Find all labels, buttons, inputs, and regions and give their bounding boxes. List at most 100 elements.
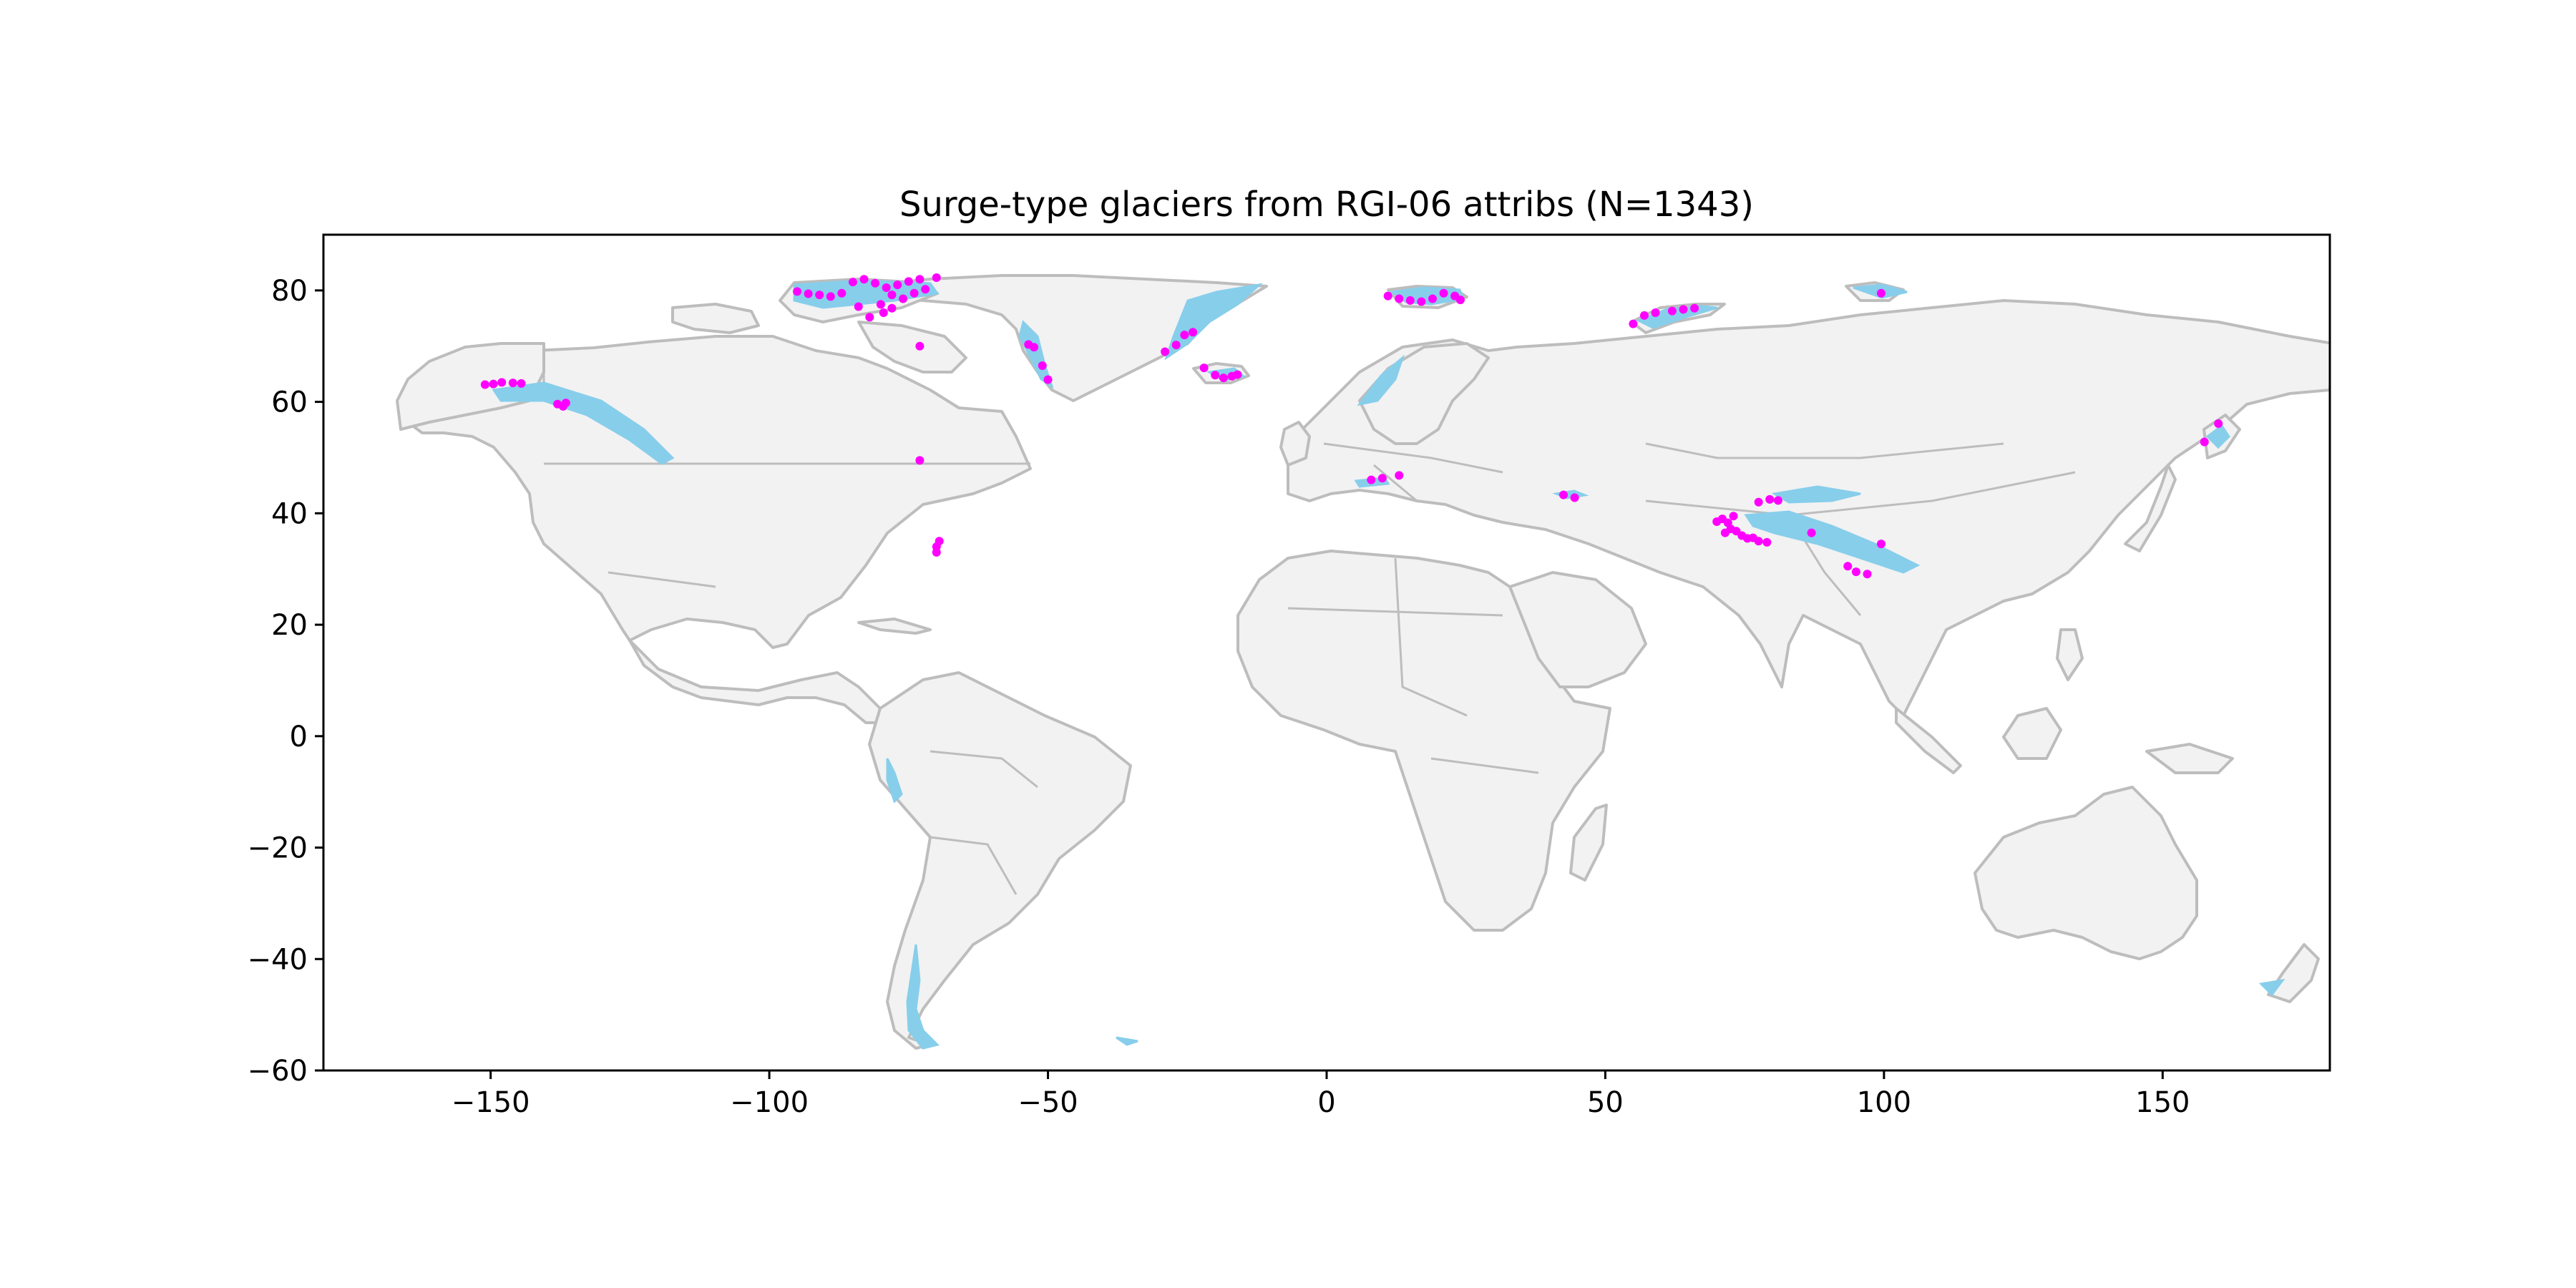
landmass-alaska [396, 342, 545, 431]
surge-glacier-point [887, 303, 897, 313]
landmass-great-britain [1279, 421, 1311, 467]
x-tick-label: 0 [1317, 1086, 1335, 1119]
surge-glacier-point [1570, 493, 1579, 502]
surge-glacier-point [1863, 570, 1872, 579]
y-tick-label: 40 [271, 497, 308, 530]
surge-glacier-point [915, 456, 924, 465]
x-tick-label: 50 [1587, 1086, 1624, 1119]
surge-glacier-point [1762, 537, 1772, 547]
surge-glacier-point [876, 300, 885, 309]
surge-glacier-points [480, 273, 2223, 579]
landmass-sumatra [1895, 707, 1962, 774]
surge-glacier-point [1754, 537, 1763, 546]
y-tick-label: 60 [271, 386, 308, 419]
surge-glacier-point [1233, 370, 1242, 379]
landmass-philippines [2056, 628, 2084, 681]
landmass-arabia [1508, 571, 1647, 688]
surge-glacier-point [1439, 288, 1448, 298]
surge-glacier-point [1851, 567, 1860, 577]
landmass-africa [1236, 550, 1611, 932]
surge-glacier-point [804, 289, 813, 298]
surge-glacier-point [1189, 328, 1198, 337]
surge-glacier-point [1161, 347, 1170, 356]
map-area [396, 273, 2330, 1050]
surge-glacier-point [1043, 375, 1053, 384]
surge-glacier-point [1383, 291, 1392, 301]
surge-glacier-point [1876, 540, 1885, 549]
surge-glacier-point [1455, 296, 1465, 305]
glacier-andes-south [906, 944, 940, 1050]
surge-glacier-point [1807, 528, 1816, 537]
landmass-greenland [857, 274, 1268, 402]
glacier-andes-north [886, 758, 903, 804]
border-europe-2 [1373, 464, 1418, 502]
surge-glacier-point [497, 378, 507, 387]
y-tick-label: 20 [271, 609, 308, 642]
y-axis: −60 −40 −20 0 20 40 60 80 [248, 275, 323, 1088]
border-sa-1 [930, 750, 1038, 789]
surge-glacier-point [1171, 341, 1181, 350]
surge-glacier-point [815, 291, 824, 300]
border-africa-3 [1430, 757, 1539, 774]
x-tick-label: −100 [730, 1086, 809, 1119]
surge-glacier-point [904, 277, 913, 286]
surge-glacier-point [1720, 528, 1729, 537]
glacier-outlines-layer [492, 279, 2285, 1050]
surge-glacier-point [1417, 297, 1426, 306]
surge-glacier-point [826, 292, 835, 301]
surge-glacier-point [1729, 512, 1738, 521]
surge-glacier-point [915, 275, 924, 284]
border-sa-2 [930, 836, 1018, 895]
glacier-canadian-arctic [793, 279, 940, 309]
surge-glacier-point [793, 287, 802, 296]
surge-glacier-point [921, 285, 930, 294]
landmass-victoria-island [671, 303, 760, 334]
glacier-novaya-zemlya [1636, 305, 1718, 329]
landmass-madagascar [1569, 804, 1608, 882]
surge-glacier-point [1651, 308, 1660, 318]
x-tick-label: −150 [452, 1086, 530, 1119]
glacier-high-mountain-asia [1744, 510, 1921, 574]
surge-glacier-point [1667, 306, 1677, 316]
landmass-borneo [2002, 707, 2062, 760]
landmass-north-america [406, 335, 1032, 649]
landmass-new-zealand [2267, 943, 2320, 1003]
country-borders [542, 349, 2076, 895]
border-africa-2 [1394, 557, 1468, 717]
landmass-baffin [857, 321, 967, 374]
surge-glacier-point [854, 302, 863, 311]
surge-glacier-point [882, 283, 891, 292]
surge-glacier-point [932, 273, 941, 282]
surge-glacier-point [887, 291, 897, 300]
surge-glacier-point [1211, 371, 1220, 380]
surge-glacier-point [1038, 361, 1047, 370]
glacier-greenland-east [1164, 283, 1263, 361]
surge-glacier-point [1428, 294, 1437, 303]
landmass-japan [2124, 464, 2177, 552]
surge-glacier-point [899, 294, 908, 303]
surge-glacier-point [489, 379, 498, 389]
surge-glacier-point [1395, 294, 1404, 303]
surge-glacier-point [865, 313, 874, 322]
landmass-central-america [628, 639, 889, 724]
surge-glacier-point [1219, 374, 1228, 383]
glacier-alaska [492, 381, 675, 465]
surge-glacier-point [1377, 474, 1387, 483]
border-asia-3 [1645, 442, 2004, 459]
surge-glacier-point [1690, 303, 1699, 313]
glacier-scandinavia [1357, 354, 1405, 406]
surge-glacier-point [1639, 311, 1649, 320]
x-tick-label: 150 [2135, 1086, 2190, 1119]
y-tick-label: −60 [248, 1055, 308, 1088]
y-tick-label: 80 [271, 275, 308, 308]
surge-glacier-point [1843, 562, 1853, 571]
glacier-antarctic-peninsula [1116, 1036, 1138, 1046]
surge-glacier-point [1367, 475, 1376, 484]
surge-glacier-point [517, 379, 526, 388]
y-tick-label: 0 [290, 721, 308, 753]
landmass-south-america [868, 671, 1132, 1050]
glacier-kamchatka [2205, 424, 2230, 449]
border-europe-1 [1323, 442, 1503, 474]
surge-glacier-point [1559, 490, 1568, 499]
landmass-eurasia [1287, 299, 2330, 717]
